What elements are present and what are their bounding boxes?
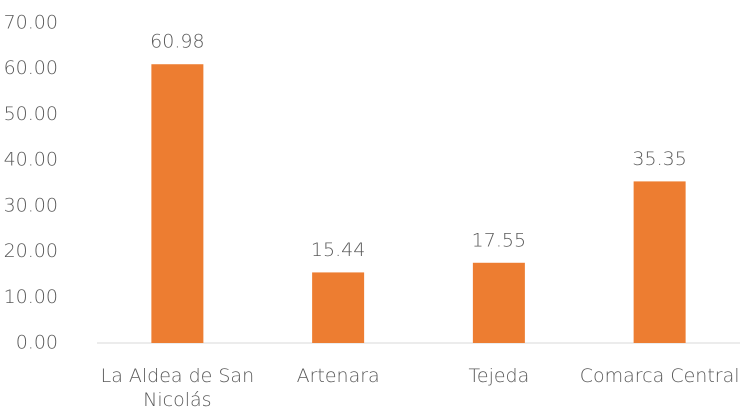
- y-tick-label: 70.00: [4, 12, 58, 34]
- y-tick-label: 0.00: [16, 332, 58, 354]
- y-tick-label: 20.00: [4, 240, 58, 262]
- y-tick-label: 30.00: [4, 194, 58, 216]
- y-tick-label: 60.00: [4, 57, 58, 79]
- data-label: 60.98: [150, 31, 204, 53]
- bar: [472, 262, 525, 343]
- x-tick-label: Comarca Central: [579, 365, 740, 387]
- y-tick-label: 50.00: [4, 103, 58, 125]
- y-tick-label: 40.00: [4, 149, 58, 171]
- x-tick-label: La Aldea de San Nicolás: [100, 365, 255, 411]
- data-label: 35.35: [632, 148, 686, 170]
- data-label: 15.44: [311, 239, 365, 261]
- bar: [312, 272, 365, 343]
- x-tick-label: Tejeda: [468, 365, 530, 387]
- data-label: 17.55: [472, 229, 526, 251]
- bar: [151, 64, 204, 343]
- bar: [633, 181, 686, 343]
- x-tick-label: Artenara: [296, 365, 380, 387]
- y-tick-label: 10.00: [4, 286, 58, 308]
